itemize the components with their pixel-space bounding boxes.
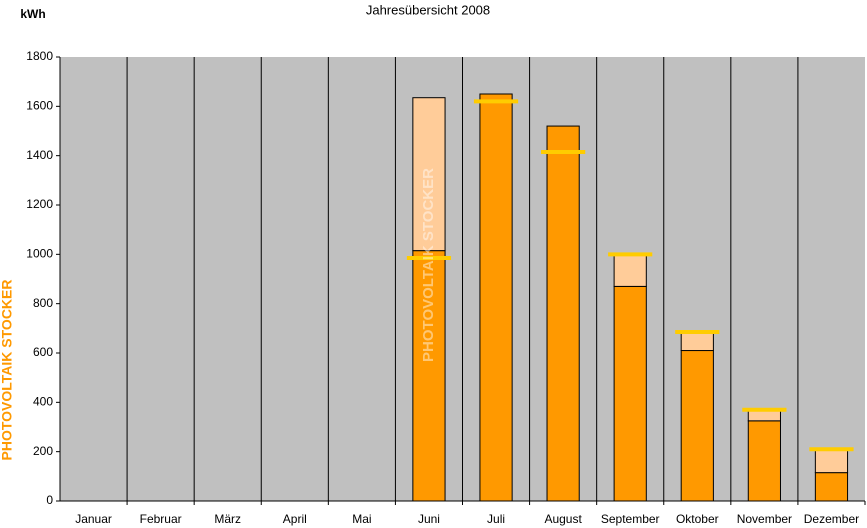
x-tick-label: November [737, 512, 792, 526]
side-label: PHOTOVOLTAIK STOCKER [0, 280, 15, 461]
bar-segment [814, 449, 849, 474]
x-tick-label: Februar [140, 512, 182, 526]
x-tick-label: April [283, 512, 307, 526]
x-tick-label: Mai [352, 512, 371, 526]
y-tick-label: 1600 [26, 99, 53, 113]
bar-segment [412, 250, 446, 502]
y-tick-label: 1400 [26, 148, 53, 162]
x-tick-label: August [544, 512, 582, 526]
x-tick-label: Juli [487, 512, 505, 526]
chart-title: Jahresübersicht 2008 [366, 2, 490, 17]
y-tick-label: 1200 [26, 197, 53, 211]
y-tick-label: 800 [33, 296, 53, 310]
x-tick-label: März [214, 512, 241, 526]
y-tick-label: 0 [46, 493, 53, 507]
x-tick-label: Januar [75, 512, 112, 526]
x-tick-label: Oktober [676, 512, 719, 526]
bar-segment [479, 93, 513, 502]
y-tick-label: 1000 [26, 247, 53, 261]
y-tick-label: 1800 [26, 49, 53, 63]
y-axis-label: kWh [20, 7, 45, 21]
bar-segment [680, 350, 714, 502]
bar-segment [814, 472, 849, 502]
bar-segment [613, 253, 647, 287]
x-tick-label: Dezember [804, 512, 859, 526]
bar-segment [412, 97, 446, 252]
bar-segment [613, 285, 647, 502]
bar-segment [747, 420, 781, 502]
watermark: PHOTOVOLTAIK STOCKER [420, 168, 437, 362]
x-tick-label: Juni [418, 512, 440, 526]
y-tick-label: 400 [33, 395, 53, 409]
bar-segment [546, 125, 580, 502]
y-tick-label: 200 [33, 444, 53, 458]
x-tick-label: September [601, 512, 660, 526]
bar-segment [680, 331, 714, 352]
y-tick-label: 600 [33, 345, 53, 359]
